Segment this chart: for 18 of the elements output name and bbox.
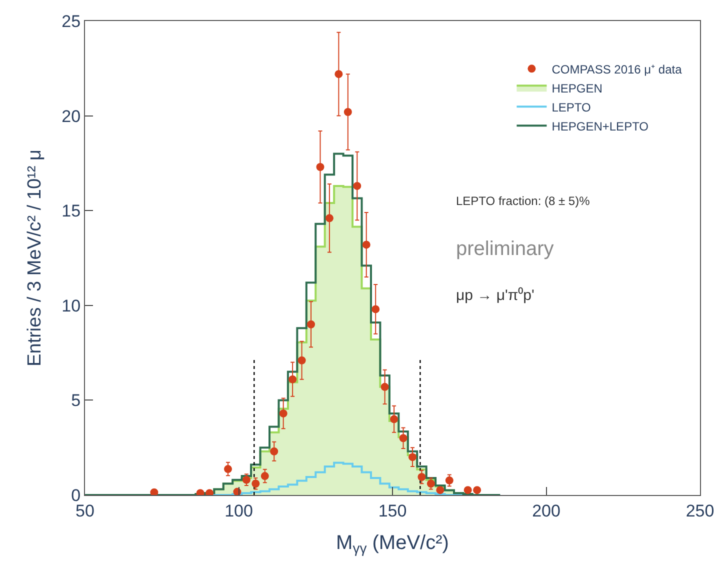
y-tick-label: 20 xyxy=(62,106,81,126)
point xyxy=(334,70,343,78)
legend-label: HEPGEN+LEPTO xyxy=(552,119,649,134)
y-tick-label: 25 xyxy=(62,12,81,31)
y-axis-title: Entries / 3 MeV/c² / 10¹² μ xyxy=(24,150,46,366)
x-tick-label: 250 xyxy=(686,501,714,520)
y-tick-label: 15 xyxy=(62,202,81,221)
point xyxy=(344,108,352,116)
x-tick-label: 200 xyxy=(532,501,560,520)
legend-label: HEPGEN xyxy=(552,81,602,96)
x-axis-title: M$_{γγ}$ (MeV/c²) xyxy=(336,532,449,556)
x-tick-label: 150 xyxy=(378,501,407,520)
legend-label: LEPTO xyxy=(552,100,591,114)
legend-label: COMPASS 2016 μ⁺ data xyxy=(552,62,682,76)
point xyxy=(316,162,324,171)
x-tick-label: 100 xyxy=(224,501,253,520)
y-tick-label: 5 xyxy=(71,391,81,410)
y-tick-label: 10 xyxy=(62,296,81,316)
